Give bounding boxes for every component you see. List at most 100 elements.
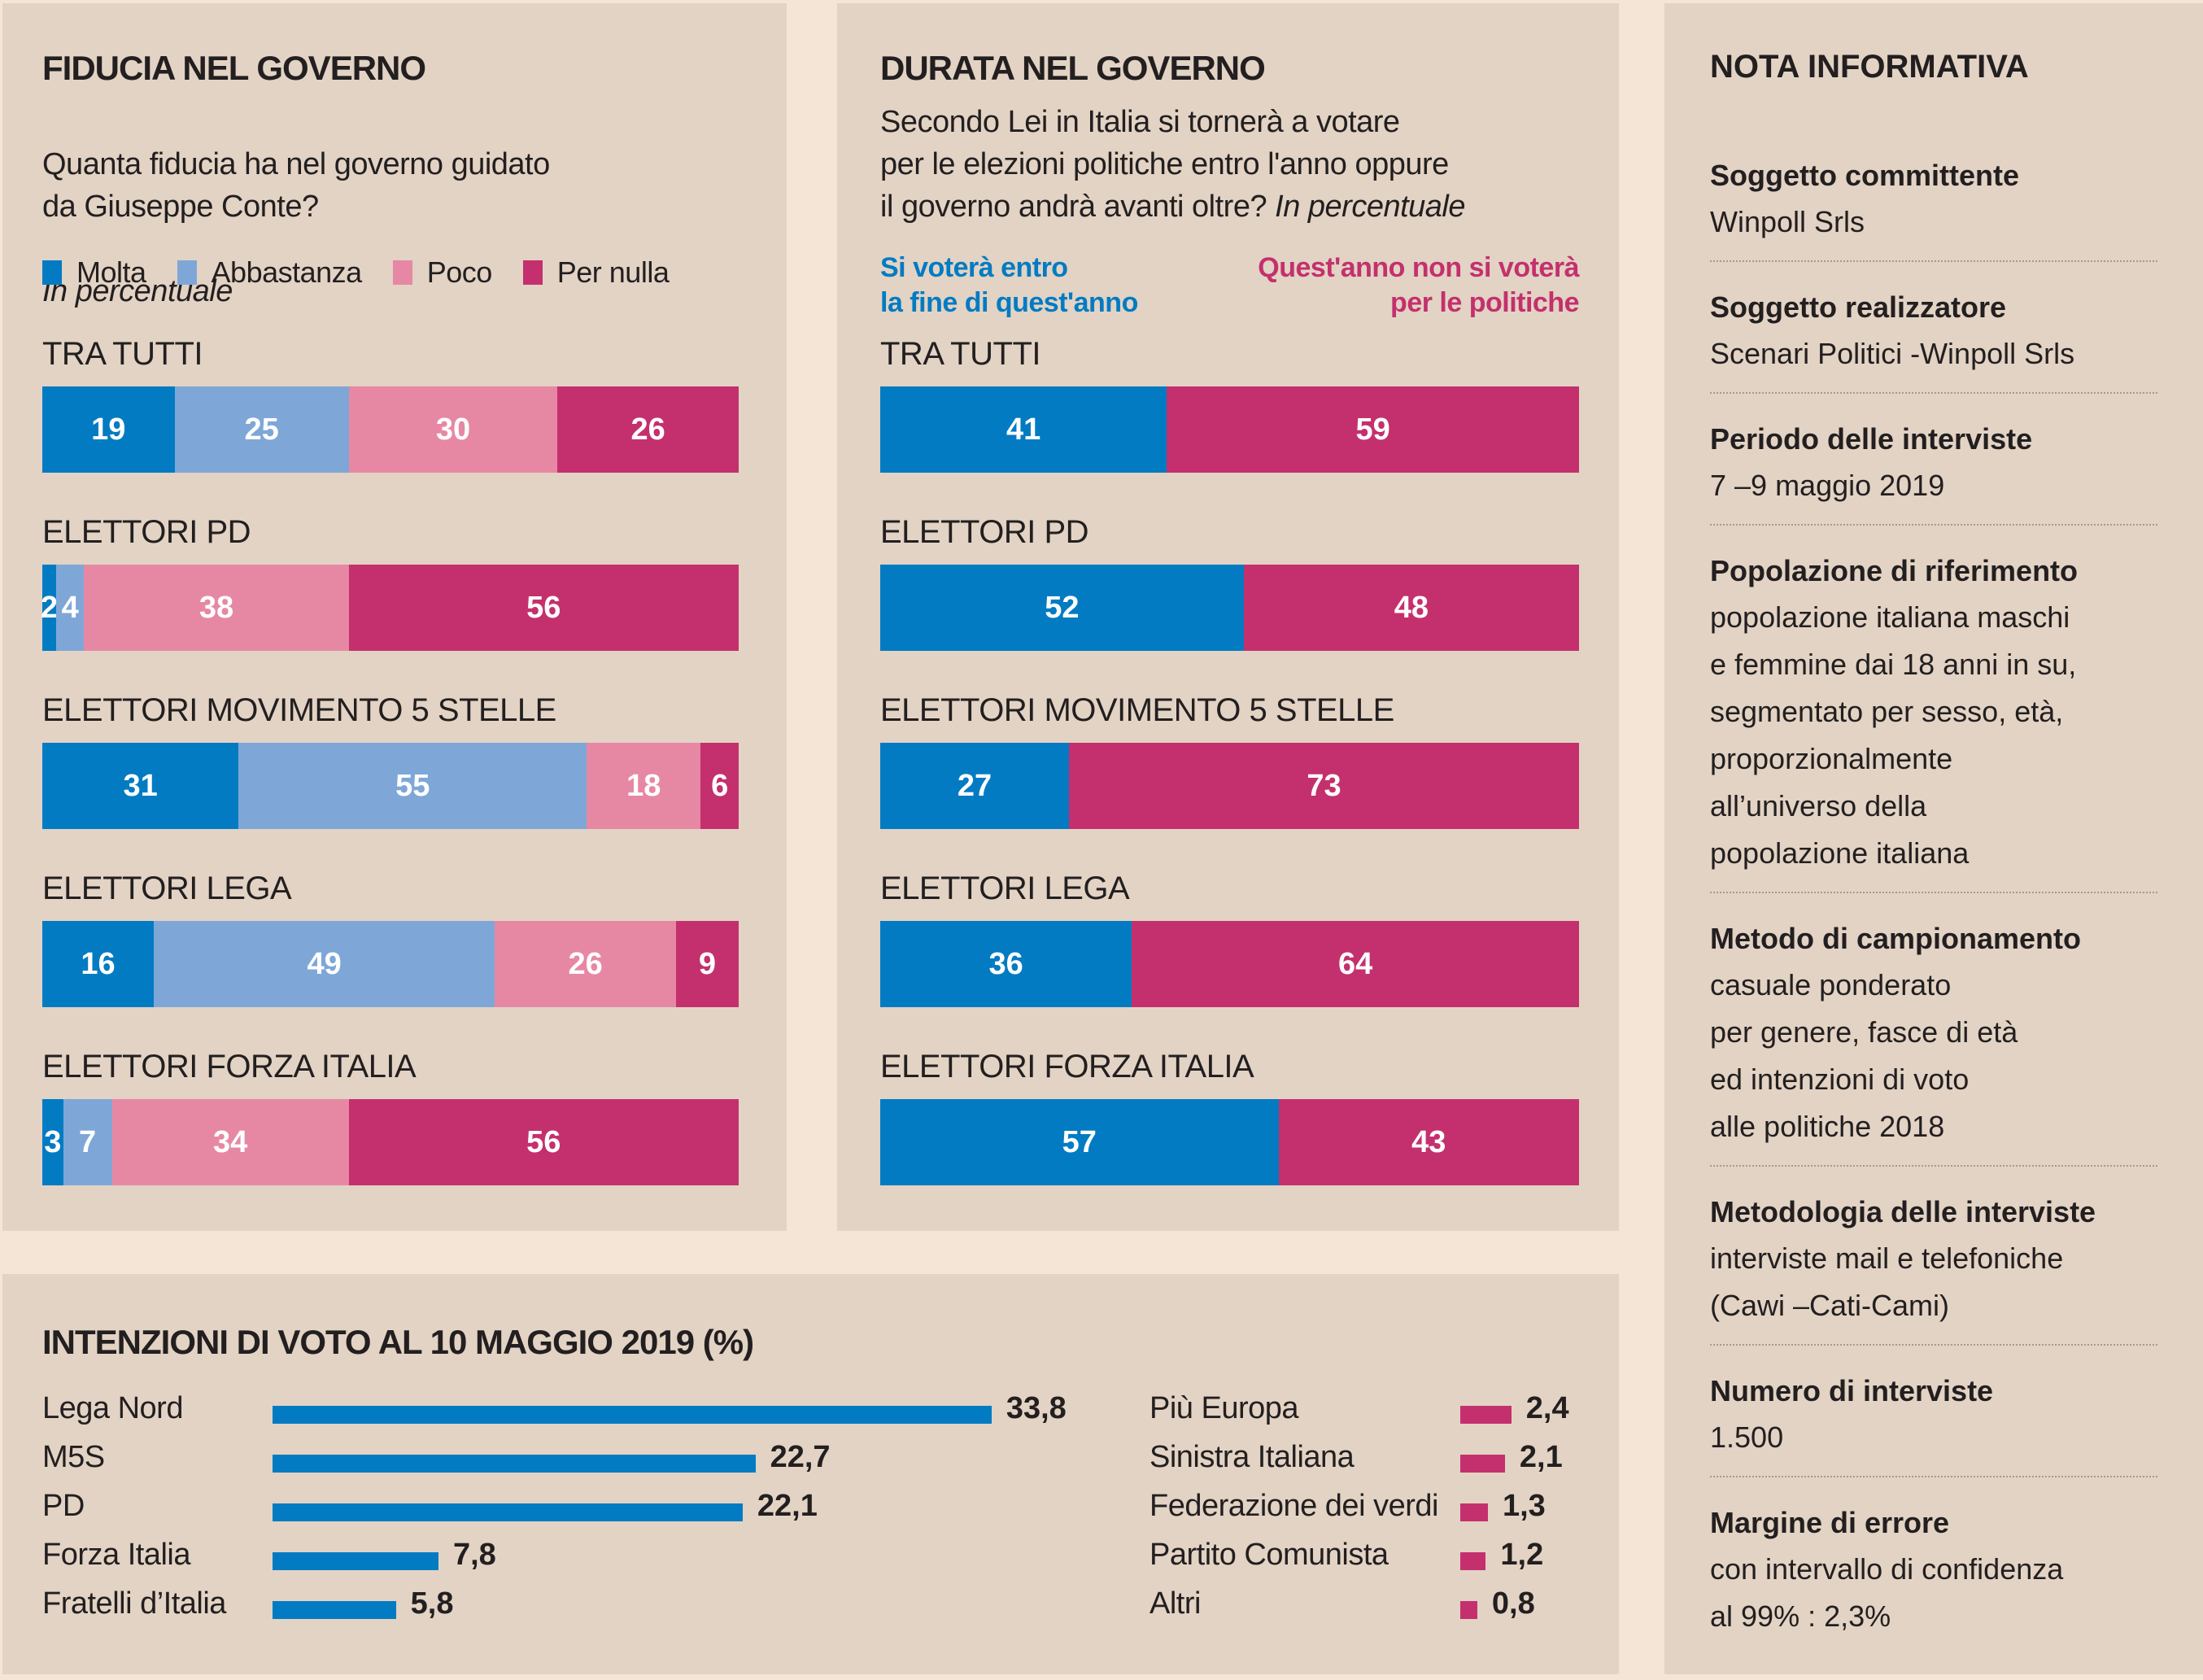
fiducia-segment-poco: 34 [111, 1099, 349, 1185]
legend-label-molta: Molta [76, 255, 146, 289]
voto-bar-federazione-dei-verdi [1460, 1503, 1488, 1521]
nota-heading: Periodo delle interviste [1710, 422, 2033, 456]
fiducia-segment-per-nulla: 56 [348, 565, 739, 651]
fiducia-segment-molta: 19 [42, 386, 175, 473]
voto-value-sinistra-italiana: 2,1 [1519, 1440, 1563, 1474]
voto-bar-altri [1460, 1601, 1477, 1619]
durata-legend-left: Si voterà entro la fine di quest'anno [880, 252, 1138, 318]
nota-value: con intervallo di confidenza al 99% : 2,… [1710, 1552, 2064, 1633]
durata-row-label: TRA TUTTI [880, 336, 1040, 372]
nota-item-soggetto-committente: Soggetto committente Winpoll Srls [1710, 150, 2157, 260]
voto-value-forza-italia: 7,8 [452, 1538, 496, 1572]
durata-segment-quest-anno-non-si-votera-per-le-politiche: 59 [1167, 386, 1579, 473]
voto-value-partito-comunista: 1,2 [1500, 1538, 1544, 1572]
nota-item-popolazione-di-riferimento: Popolazione di riferimento popolazione it… [1710, 524, 2157, 892]
voto-label-lega-nord: Lega Nord [42, 1391, 183, 1425]
voto-label-federazione-dei-verdi: Federazione dei verdi [1149, 1489, 1438, 1523]
voto-value-lega-nord: 33,8 [1006, 1391, 1067, 1425]
voto-label-pd: PD [42, 1489, 85, 1523]
voto-bar-lega-nord [273, 1406, 992, 1424]
nota-value: 1.500 [1710, 1420, 1784, 1454]
durata-segment-si-votera-entro-la-fine-di-quest-anno: 41 [880, 386, 1167, 473]
nota-item-periodo-delle-interviste: Periodo delle interviste 7 –9 maggio 2019 [1710, 392, 2157, 524]
legend-swatch-molta [42, 260, 62, 285]
nota-heading: Margine di errore [1710, 1506, 1950, 1539]
durata-row-label: ELETTORI MOVIMENTO 5 STELLE [880, 692, 1394, 728]
voto-bar-forza-italia [273, 1552, 438, 1570]
nota-value: Winpoll Srls [1710, 205, 1865, 238]
fiducia-segment-molta: 31 [42, 743, 239, 829]
nota-heading: Numero di interviste [1710, 1374, 1994, 1407]
legend-swatch-poco [392, 260, 412, 285]
fiducia-row-label: ELETTORI MOVIMENTO 5 STELLE [42, 692, 556, 728]
durata-row-label: ELETTORI FORZA ITALIA [880, 1049, 1254, 1084]
voto-label-piu-europa: Più Europa [1149, 1391, 1299, 1425]
nota-value: casuale ponderato per genere, fasce di e… [1710, 968, 2018, 1143]
voto-value-m5s: 22,7 [770, 1440, 831, 1474]
fiducia-segment-per-nulla: 9 [675, 921, 739, 1007]
voto-bar-pd [273, 1503, 743, 1521]
durata-title: DURATA NEL GOVERNO [880, 49, 1266, 87]
nota-item-numero-di-interviste: Numero di interviste 1.500 [1710, 1344, 2157, 1476]
fiducia-segment-abbastanza: 55 [238, 743, 587, 829]
durata-unit-note: In percentuale [1275, 190, 1465, 224]
fiducia-bar-elettori-movimento-5-stelle: 31 55 18 6 [42, 743, 739, 829]
durata-bar-elettori-lega: 36 64 [880, 921, 1579, 1007]
legend-item-molta: Molta [42, 255, 146, 290]
durata-question-text: Secondo Lei in Italia si tornerà a votar… [880, 105, 1449, 224]
fiducia-segment-per-nulla: 6 [700, 743, 739, 829]
nota-value: 7 –9 maggio 2019 [1710, 469, 1945, 502]
nota-heading: Popolazione di riferimento [1710, 554, 2079, 587]
fiducia-bar-elettori-lega: 16 49 26 9 [42, 921, 739, 1007]
legend-swatch-abbastanza [177, 260, 197, 285]
voto-panel: INTENZIONI DI VOTO AL 10 MAGGIO 2019 (%)… [2, 1274, 1619, 1674]
nota-value: popolazione italiana maschi e femmine da… [1710, 600, 2077, 870]
voto-bar-piu-europa [1460, 1406, 1512, 1424]
fiducia-title: FIDUCIA NEL GOVERNO [42, 49, 426, 87]
durata-segment-quest-anno-non-si-votera-per-le-politiche: 64 [1132, 921, 1579, 1007]
nota-heading: Metodo di campionamento [1710, 922, 2082, 955]
fiducia-segment-poco: 30 [348, 386, 558, 473]
fiducia-segment-molta: 16 [42, 921, 154, 1007]
fiducia-row-label: ELETTORI LEGA [42, 871, 292, 906]
voto-label-m5s: M5S [42, 1440, 105, 1474]
durata-bar-elettori-forza-italia: 57 43 [880, 1099, 1579, 1185]
durata-segment-quest-anno-non-si-votera-per-le-politiche: 73 [1068, 743, 1579, 829]
legend-item-per-nulla: Per nulla [522, 255, 670, 290]
nota-title: NOTA INFORMATIVA [1710, 49, 2029, 85]
fiducia-row-label: TRA TUTTI [42, 336, 203, 372]
legend-item-abbastanza: Abbastanza [177, 255, 362, 290]
voto-label-partito-comunista: Partito Comunista [1149, 1538, 1389, 1572]
durata-segment-si-votera-entro-la-fine-di-quest-anno: 36 [880, 921, 1132, 1007]
legend-swatch-per-nulla [522, 260, 543, 285]
voto-bar-fratelli-d-italia [273, 1601, 396, 1619]
durata-row-label: ELETTORI PD [880, 514, 1089, 550]
legend-label-poco: Poco [426, 255, 493, 289]
fiducia-question: Quanta fiducia ha nel governo guidato da… [42, 101, 550, 312]
fiducia-legend: Molta Abbastanza Poco Per nulla [42, 255, 700, 290]
fiducia-segment-poco: 18 [587, 743, 701, 829]
nota-value: Scenari Politici -Winpoll Srls [1710, 337, 2075, 370]
durata-segment-si-votera-entro-la-fine-di-quest-anno: 52 [880, 565, 1244, 651]
nota-heading: Metodologia delle interviste [1710, 1195, 2096, 1228]
voto-label-fratelli-d-italia: Fratelli d’Italia [42, 1586, 226, 1621]
nota-item-metodo-di-campionamento: Metodo di campionamento casuale ponderato… [1710, 892, 2157, 1165]
fiducia-segment-abbastanza: 7 [63, 1099, 112, 1185]
durata-segment-si-votera-entro-la-fine-di-quest-anno: 57 [880, 1099, 1279, 1185]
nota-panel: NOTA INFORMATIVA Soggetto committente Win… [1664, 3, 2203, 1674]
durata-segment-si-votera-entro-la-fine-di-quest-anno: 27 [880, 743, 1069, 829]
voto-title: INTENZIONI DI VOTO AL 10 MAGGIO 2019 (%) [42, 1323, 754, 1361]
fiducia-segment-per-nulla: 26 [557, 386, 739, 473]
fiducia-segment-poco: 38 [84, 565, 349, 651]
fiducia-row-label: ELETTORI PD [42, 514, 251, 550]
durata-row-label: ELETTORI LEGA [880, 871, 1130, 906]
fiducia-segment-molta: 2 [41, 565, 58, 651]
nota-list: Soggetto committente Winpoll Srls Soggetto… [1710, 150, 2157, 1655]
nota-heading: Soggetto committente [1710, 159, 2020, 192]
voto-bar-partito-comunista [1460, 1552, 1486, 1570]
durata-panel: DURATA NEL GOVERNO Secondo Lei in Italia… [837, 3, 1619, 1231]
fiducia-segment-molta: 3 [42, 1099, 63, 1185]
voto-value-altri: 0,8 [1491, 1586, 1535, 1621]
voto-value-fratelli-d-italia: 5,8 [410, 1586, 454, 1621]
durata-segment-quest-anno-non-si-votera-per-le-politiche: 48 [1243, 565, 1579, 651]
